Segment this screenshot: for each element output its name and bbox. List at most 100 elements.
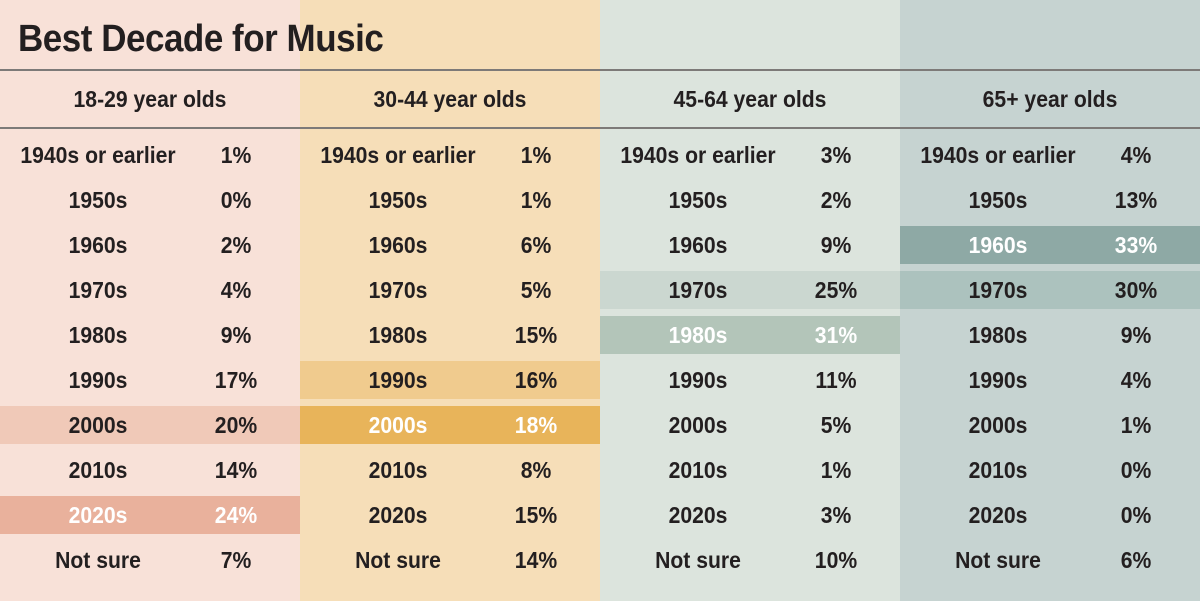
table-row-highlighted: 1990s 16% bbox=[300, 361, 600, 399]
percent-value: 20% bbox=[214, 412, 258, 438]
percent-value: 17% bbox=[214, 367, 258, 393]
decade-label: 1940s or earlier bbox=[920, 142, 1076, 168]
table-row: 1940s or earlier 1% bbox=[300, 136, 600, 174]
table-row: 1990s 11% bbox=[600, 361, 900, 399]
percent-value: 5% bbox=[520, 277, 552, 303]
column-header: 18-29 year olds bbox=[73, 85, 227, 112]
table-row: 2020s 15% bbox=[300, 496, 600, 534]
percent-value: 1% bbox=[520, 187, 552, 213]
decade-label: 1950s bbox=[368, 187, 428, 213]
decade-label: 1950s bbox=[968, 187, 1028, 213]
percent-value: 11% bbox=[815, 367, 857, 393]
table-row-highlighted: 2000s 18% bbox=[300, 406, 600, 444]
table-row: 2000s 1% bbox=[900, 406, 1200, 444]
decade-label: 2010s bbox=[368, 457, 428, 483]
percent-value: 13% bbox=[1114, 187, 1158, 213]
table-row: Not sure 10% bbox=[600, 541, 900, 579]
column-header: 65+ year olds bbox=[982, 85, 1118, 112]
percent-value: 33% bbox=[1114, 232, 1158, 258]
percent-value: 4% bbox=[1120, 142, 1152, 168]
decade-label: 2010s bbox=[68, 457, 128, 483]
decade-label: 1980s bbox=[68, 322, 128, 348]
percent-value: 15% bbox=[514, 322, 558, 348]
decade-label: 1950s bbox=[668, 187, 728, 213]
percent-value: 14% bbox=[514, 547, 558, 573]
column-30-44: 30-44 year olds 1940s or earlier 1% 1950s 1%… bbox=[300, 0, 600, 601]
percent-value: 15% bbox=[514, 502, 558, 528]
table-row: 1960s 6% bbox=[300, 226, 600, 264]
percent-value: 24% bbox=[214, 502, 258, 528]
percent-value: 2% bbox=[820, 187, 852, 213]
percent-value: 1% bbox=[820, 457, 852, 483]
decade-label: 1970s bbox=[368, 277, 428, 303]
table-row: 1970s 5% bbox=[300, 271, 600, 309]
table-row-highlighted: 2020s 24% bbox=[0, 496, 300, 534]
table-row: 1940s or earlier 1% bbox=[0, 136, 300, 174]
decade-label: 1960s bbox=[668, 232, 728, 258]
table-row: 1960s 9% bbox=[600, 226, 900, 264]
decade-label: 1940s or earlier bbox=[20, 142, 176, 168]
decade-label: 1970s bbox=[68, 277, 128, 303]
decade-label: 2000s bbox=[368, 412, 428, 438]
decade-label: 1980s bbox=[368, 322, 428, 348]
decade-label: 1990s bbox=[68, 367, 128, 393]
decade-label: Not sure bbox=[955, 547, 1041, 573]
percent-value: 30% bbox=[1114, 277, 1158, 303]
table-row: 2010s 0% bbox=[900, 451, 1200, 489]
percent-value: 3% bbox=[820, 502, 852, 528]
decade-label: 1940s or earlier bbox=[620, 142, 776, 168]
percent-value: 5% bbox=[820, 412, 852, 438]
percent-value: 2% bbox=[220, 232, 252, 258]
percent-value: 10% bbox=[814, 547, 858, 573]
column-header: 45-64 year olds bbox=[673, 85, 827, 112]
table-row: 2010s 1% bbox=[600, 451, 900, 489]
table-row-highlighted: 1960s 33% bbox=[900, 226, 1200, 264]
table-row: 1980s 9% bbox=[900, 316, 1200, 354]
title-divider bbox=[0, 69, 1200, 71]
decade-label: Not sure bbox=[355, 547, 441, 573]
decade-label: Not sure bbox=[655, 547, 741, 573]
decade-label: 1960s bbox=[368, 232, 428, 258]
table-row: 1990s 4% bbox=[900, 361, 1200, 399]
table-row: 1960s 2% bbox=[0, 226, 300, 264]
table-row: 1990s 17% bbox=[0, 361, 300, 399]
decade-label: 1990s bbox=[668, 367, 728, 393]
percent-value: 4% bbox=[1120, 367, 1152, 393]
decade-label: 1990s bbox=[368, 367, 428, 393]
percent-value: 0% bbox=[1120, 457, 1152, 483]
percent-value: 3% bbox=[820, 142, 852, 168]
column-65-plus: 65+ year olds 1940s or earlier 4% 1950s 13% 1… bbox=[900, 0, 1200, 601]
percent-value: 7% bbox=[220, 547, 252, 573]
table-row: 1950s 13% bbox=[900, 181, 1200, 219]
table-row: Not sure 7% bbox=[0, 541, 300, 579]
table-row: Not sure 6% bbox=[900, 541, 1200, 579]
percent-value: 6% bbox=[520, 232, 552, 258]
table-row-highlighted: 2000s 20% bbox=[0, 406, 300, 444]
table-row: 1950s 2% bbox=[600, 181, 900, 219]
decade-label: 2020s bbox=[368, 502, 428, 528]
percent-value: 1% bbox=[1120, 412, 1152, 438]
decade-label: 1940s or earlier bbox=[320, 142, 476, 168]
percent-value: 8% bbox=[520, 457, 552, 483]
table-row: 1940s or earlier 4% bbox=[900, 136, 1200, 174]
decade-label: 1960s bbox=[68, 232, 128, 258]
header-divider bbox=[0, 127, 1200, 129]
table-row-highlighted: 1970s 30% bbox=[900, 271, 1200, 309]
table-row-highlighted: 1970s 25% bbox=[600, 271, 900, 309]
table-row: 1980s 15% bbox=[300, 316, 600, 354]
decade-label: 1980s bbox=[968, 322, 1028, 348]
chart-title: Best Decade for Music bbox=[18, 18, 384, 60]
decade-label: 2000s bbox=[668, 412, 728, 438]
percent-value: 14% bbox=[214, 457, 258, 483]
percent-value: 4% bbox=[220, 277, 252, 303]
decade-label: 1970s bbox=[968, 277, 1028, 303]
table-row: Not sure 14% bbox=[300, 541, 600, 579]
decade-label: 1990s bbox=[968, 367, 1028, 393]
percent-value: 25% bbox=[814, 277, 858, 303]
table-row: 2020s 0% bbox=[900, 496, 1200, 534]
table-row: 2010s 14% bbox=[0, 451, 300, 489]
percent-value: 1% bbox=[520, 142, 552, 168]
percent-value: 16% bbox=[514, 367, 558, 393]
table-row: 2000s 5% bbox=[600, 406, 900, 444]
table-row: 2020s 3% bbox=[600, 496, 900, 534]
